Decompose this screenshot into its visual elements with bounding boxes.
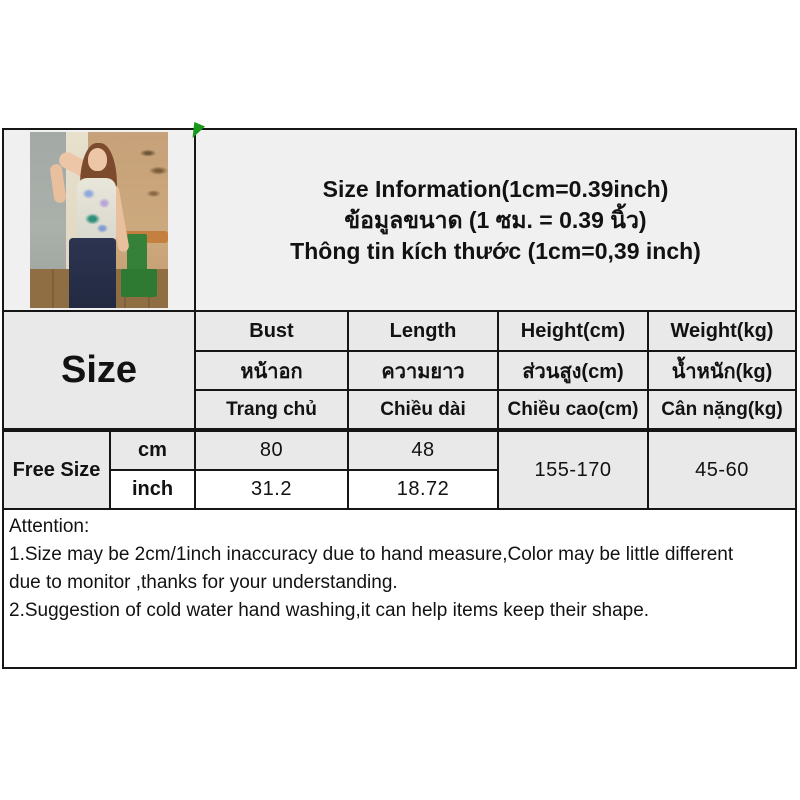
header-height-vi: Chiều cao(cm) [499,391,647,428]
header-weight-vi: Cân nặng(kg) [649,391,795,428]
header-height-en: Height(cm) [499,312,647,350]
header-length-th: ความยาว [349,352,497,389]
bust-inch-value: 31.2 [196,471,347,508]
photo-model-jeans [68,237,116,308]
header-length-en: Length [349,312,497,350]
free-size-label: Free Size [12,458,101,481]
unit-inch-cell: inch [111,471,194,508]
attention-heading: Attention: [9,516,90,537]
header-bust-vi: Trang chủ [196,391,347,428]
model-photo [30,132,168,308]
header-bust-en: Bust [196,312,347,350]
header-bust-th: หน้าอก [196,352,347,389]
length-inch-value: 18.72 [349,471,497,508]
attention-note-1a: 1.Size may be 2cm/1inch inaccuracy due t… [9,544,734,565]
photo-cell [4,130,194,310]
size-header-cell: Size [4,312,194,428]
size-info-sheet: Size Information(1cm=0.39inch) ข้อมูลขนา… [2,128,797,669]
bust-cm-value: 80 [196,432,347,469]
photo-green-chair-back [126,234,148,280]
title-english: Size Information(1cm=0.39inch) [322,175,669,202]
header-length-vi: Chiều dài [349,391,497,428]
free-size-cell: Free Size [4,432,109,508]
attention-note-1b: due to monitor ,thanks for your understa… [9,572,398,593]
header-weight-th: น้ำหนัก(kg) [649,352,795,389]
photo-model-print-top [76,177,116,242]
size-label: Size [60,348,138,391]
length-cm-value: 48 [349,432,497,469]
header-weight-en: Weight(kg) [649,312,795,350]
title-cell: Size Information(1cm=0.39inch) ข้อมูลขนา… [196,130,795,310]
height-range-cell: 155-170 [499,432,647,508]
weight-range-cell: 45-60 [649,432,795,508]
title-vietnamese: Thông tin kích thước (1cm=0,39 inch) [290,237,701,264]
photo-model-face [87,147,108,171]
attention-note-2: 2.Suggestion of cold water hand washing,… [9,600,650,621]
header-height-th: ส่วนสูง(cm) [499,352,647,389]
title-thai: ข้อมูลขนาด (1 ซม. = 0.39 นิ้ว) [344,206,647,233]
attention-cell: Attention: 1.Size may be 2cm/1inch inacc… [4,510,795,667]
photo-green-chair-seat [121,269,157,298]
unit-cm-cell: cm [111,432,194,469]
